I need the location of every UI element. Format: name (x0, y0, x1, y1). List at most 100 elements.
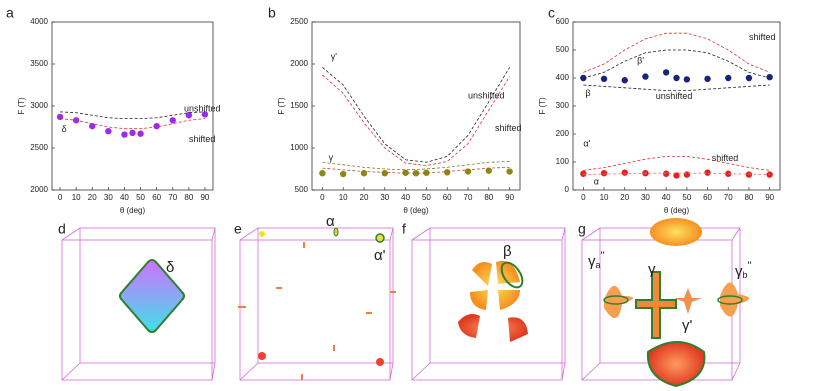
x-tick-label: 60 (703, 193, 712, 202)
data-point (642, 73, 649, 80)
y-axis-label: F (T) (17, 97, 26, 115)
panel-label: g (578, 221, 586, 237)
y-tick-label: 200 (556, 129, 570, 138)
data-point (340, 170, 347, 178)
data-point (129, 129, 136, 137)
data-point (444, 169, 451, 176)
data-point (464, 168, 472, 175)
y-tick-label: 100 (556, 157, 570, 166)
x-tick-label: 90 (200, 193, 209, 202)
annotation: γ (329, 152, 334, 162)
data-point (381, 170, 388, 177)
dashed-curve (322, 74, 510, 167)
annotation: β' (637, 56, 644, 66)
data-point (673, 172, 680, 179)
x-tick-label: 40 (662, 193, 671, 202)
x-axis-label: θ (deg) (664, 206, 690, 215)
data-point (683, 171, 691, 178)
data-point (725, 170, 732, 177)
y-tick-label: 1500 (290, 101, 308, 110)
dashed-curve (322, 161, 510, 171)
y-tick-label: 0 (565, 185, 570, 194)
data-point (105, 128, 112, 135)
x-tick-label: 70 (464, 193, 473, 202)
data-point (137, 130, 144, 137)
y-tick-label: 2000 (30, 185, 48, 194)
plot-frame (572, 21, 781, 191)
label-sub: b (743, 270, 748, 280)
fermi-surface-label: α (326, 213, 335, 230)
annotation: unshifted (468, 90, 505, 100)
data-point (662, 69, 670, 76)
dashed-curve (583, 32, 770, 73)
data-point (600, 170, 608, 177)
fermi-surface-label: γb'' (735, 260, 752, 280)
y-axis-label: F (T) (538, 97, 547, 115)
y-tick-label: 500 (556, 45, 570, 54)
x-tick-label: 50 (682, 193, 691, 202)
data-point (201, 111, 209, 118)
label-text: γ (648, 261, 656, 278)
data-point (506, 168, 513, 175)
data-point (662, 170, 670, 177)
x-tick-label: 80 (184, 193, 193, 202)
annotation: α' (583, 139, 590, 149)
annotation: α (594, 177, 599, 187)
y-axis-label: F (T) (277, 97, 286, 115)
x-tick-label: 70 (168, 193, 177, 202)
fermi-surface-label: γa'' (588, 250, 605, 270)
x-tick-label: 60 (443, 193, 452, 202)
dashed-curve (60, 111, 205, 119)
label-text: γ' (682, 317, 693, 334)
data-point (745, 74, 753, 82)
annotation: β (585, 88, 590, 98)
x-tick-label: 20 (88, 193, 97, 202)
y-tick-label: 2500 (290, 17, 308, 26)
x-tick-label: 0 (58, 193, 63, 202)
y-tick-label: 400 (556, 73, 570, 82)
panel-label: d (58, 221, 66, 237)
annotation: shifted (749, 32, 776, 42)
dashed-curve (322, 67, 510, 163)
y-tick-label: 500 (295, 185, 309, 194)
x-tick-label: 0 (320, 193, 325, 202)
y-tick-label: 3500 (30, 59, 48, 68)
y-tick-label: 2500 (30, 143, 48, 152)
y-tick-label: 600 (556, 17, 570, 26)
fermi-surface-label: α' (374, 247, 386, 264)
x-tick-label: 90 (505, 193, 514, 202)
y-tick-label: 3000 (30, 101, 48, 110)
panel-label: c (548, 5, 555, 21)
label-text: γ (735, 263, 743, 280)
dashed-curve (583, 84, 770, 91)
y-tick-label: 300 (556, 101, 570, 110)
x-tick-label: 40 (120, 193, 129, 202)
annotation: shifted (495, 123, 522, 133)
annotation: unshifted (656, 91, 693, 101)
data-point (580, 170, 587, 177)
cube (581, 218, 749, 388)
annotation: shifted (712, 153, 739, 163)
data-point (185, 112, 193, 119)
x-tick-label: 10 (600, 193, 609, 202)
data-point (412, 170, 420, 177)
x-tick-label: 10 (72, 193, 81, 202)
data-point (153, 122, 160, 130)
x-tick-label: 40 (401, 193, 410, 202)
data-point (89, 122, 96, 130)
data-point (704, 169, 711, 176)
label-text: α (326, 213, 335, 230)
dashed-curve (60, 118, 205, 130)
x-tick-label: 10 (339, 193, 348, 202)
x-tick-label: 20 (620, 193, 629, 202)
data-point (121, 131, 128, 138)
label-sub: a (596, 260, 601, 270)
dashed-curve (583, 172, 770, 175)
data-point (600, 75, 608, 83)
data-point (423, 169, 430, 176)
illustrations (61, 218, 749, 388)
dashed-curve (583, 49, 770, 79)
label-text: α' (374, 247, 386, 264)
cube (238, 227, 396, 381)
